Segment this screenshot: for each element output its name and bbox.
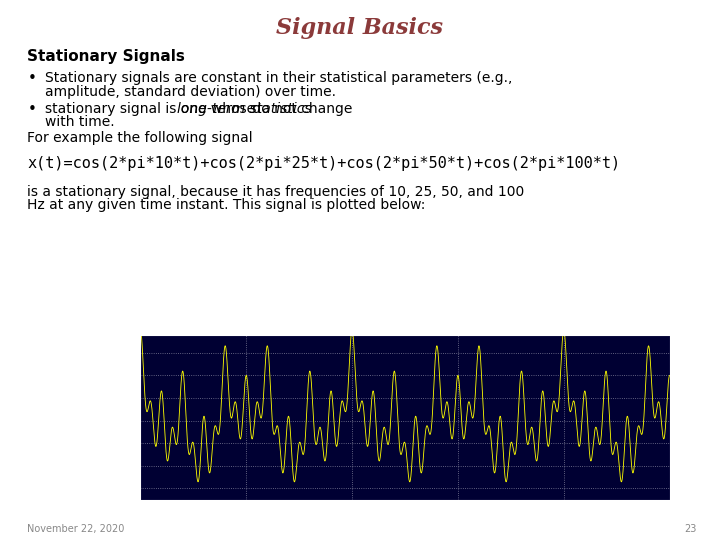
- Text: amplitude, standard deviation) over time.: amplitude, standard deviation) over time…: [45, 85, 336, 99]
- Text: is a stationary signal, because it has frequencies of 10, 25, 50, and 100: is a stationary signal, because it has f…: [27, 185, 525, 199]
- Text: with time.: with time.: [45, 115, 114, 129]
- Text: •: •: [27, 71, 36, 86]
- Text: do not change: do not change: [248, 102, 352, 116]
- Text: Stationary signals are constant in their statistical parameters (e.g.,: Stationary signals are constant in their…: [45, 71, 512, 85]
- Text: For example the following signal: For example the following signal: [27, 131, 253, 145]
- Text: Signal Basics: Signal Basics: [276, 17, 444, 39]
- Text: long-term statistics: long-term statistics: [177, 102, 312, 116]
- Text: Stationary Signals: Stationary Signals: [27, 49, 185, 64]
- Text: stationary signal is one whose: stationary signal is one whose: [45, 102, 259, 116]
- Text: Hz at any given time instant. This signal is plotted below:: Hz at any given time instant. This signa…: [27, 198, 426, 212]
- Text: November 22, 2020: November 22, 2020: [27, 523, 125, 534]
- Text: x(t)=cos(2*pi*10*t)+cos(2*pi*25*t)+cos(2*pi*50*t)+cos(2*pi*100*t): x(t)=cos(2*pi*10*t)+cos(2*pi*25*t)+cos(2…: [27, 156, 621, 171]
- X-axis label: Time, ms: Time, ms: [379, 524, 431, 534]
- Text: •: •: [27, 102, 36, 117]
- Text: 23: 23: [685, 523, 697, 534]
